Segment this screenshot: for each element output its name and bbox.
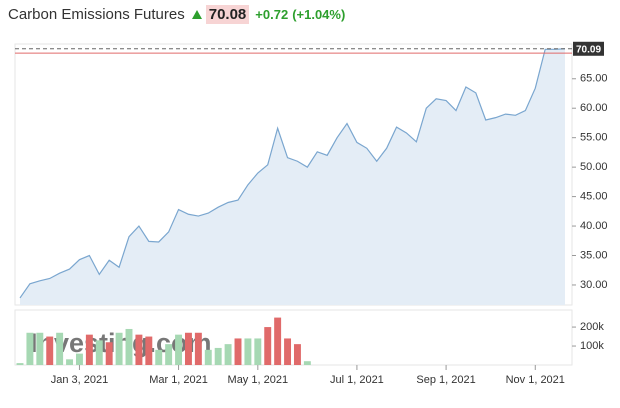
- volume-bar: [234, 338, 242, 365]
- instrument-title: Carbon Emissions Futures: [8, 5, 185, 23]
- change-percent: (+1.04%): [292, 6, 346, 22]
- volume-bar: [66, 359, 74, 365]
- x-tick-label: Jan 3, 2021: [51, 374, 109, 386]
- price: 70.08: [205, 4, 250, 24]
- volume-bar: [194, 332, 202, 365]
- last-price-tag: [573, 41, 604, 56]
- volume-bar: [175, 334, 183, 365]
- volume-bar: [16, 363, 24, 365]
- x-tick-label: Sep 1, 2021: [416, 374, 475, 386]
- x-tick-label: May 1, 2021: [228, 374, 289, 386]
- x-tick-label: Jul 1, 2021: [330, 374, 384, 386]
- y-tick-label: 65.00: [580, 73, 608, 85]
- volume-bar: [293, 344, 301, 365]
- volume-bar: [165, 344, 173, 365]
- y-tick-label: 55.00: [580, 132, 608, 144]
- volume-bar: [135, 334, 143, 365]
- y-tick-label: 35.00: [580, 249, 608, 261]
- y-tick-label: 60.00: [580, 102, 608, 114]
- volume-tick-label: 200k: [580, 321, 604, 333]
- volume-bar: [224, 344, 232, 365]
- volume-bar: [36, 332, 44, 365]
- last-price-label: 70.09: [576, 44, 601, 55]
- header: Carbon Emissions Futures 70.08 +0.72 (+1…: [8, 3, 345, 25]
- x-tick-label: Mar 1, 2021: [149, 374, 208, 386]
- volume-bar: [95, 340, 103, 365]
- volume-bar: [85, 334, 93, 365]
- volume-bar: [284, 338, 292, 365]
- volume-bar: [75, 353, 83, 365]
- volume-bar: [214, 347, 222, 365]
- y-tick-label: 30.00: [580, 279, 608, 291]
- y-tick-label: 45.00: [580, 190, 608, 202]
- y-tick-label: 40.00: [580, 220, 608, 232]
- y-tick-label: 50.00: [580, 161, 608, 173]
- volume-bar: [56, 332, 64, 365]
- change: +0.72: [255, 6, 289, 22]
- x-tick-label: Nov 1, 2021: [506, 374, 565, 386]
- volume-bar: [274, 317, 282, 365]
- volume-tick-label: 100k: [580, 340, 604, 352]
- volume-panel: [14, 309, 573, 366]
- volume-bar: [303, 361, 311, 365]
- volume-bar: [26, 332, 34, 365]
- price-line: [19, 48, 566, 299]
- volume-bar: [145, 336, 153, 365]
- volume-bar: [155, 349, 163, 365]
- volume-bar: [105, 342, 113, 365]
- up-arrow: [191, 9, 202, 19]
- volume-bar: [264, 327, 272, 365]
- volume-bar: [254, 338, 262, 365]
- volume-bar: [204, 349, 212, 365]
- price-area: [20, 48, 565, 305]
- volume-bar: [115, 332, 123, 365]
- volume-bar: [244, 338, 252, 365]
- volume-bar: [46, 336, 54, 365]
- volume-bar: [125, 328, 133, 365]
- volume-bar: [184, 332, 192, 365]
